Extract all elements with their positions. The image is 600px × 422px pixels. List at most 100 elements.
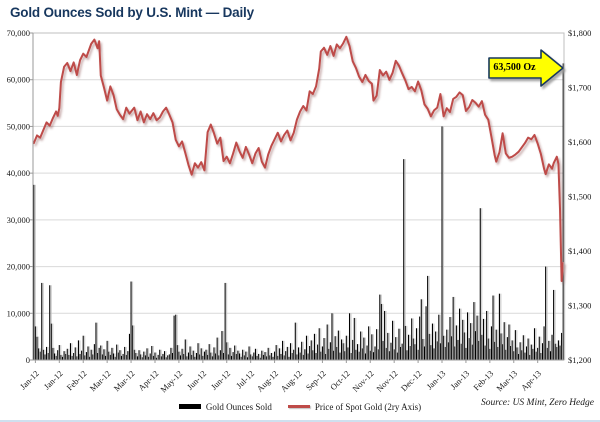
- bar: [328, 348, 330, 360]
- bar: [289, 343, 292, 360]
- bar: [345, 335, 347, 360]
- bar: [396, 352, 398, 360]
- bar: [297, 347, 300, 360]
- x-axis-tick-label: May-12: [158, 368, 184, 394]
- bar: [36, 336, 38, 360]
- bar: [178, 351, 180, 360]
- bar: [73, 352, 75, 360]
- bar: [76, 356, 78, 360]
- bar: [553, 289, 555, 360]
- bar: [466, 312, 469, 360]
- x-axis-tick-label: Feb-12: [65, 368, 89, 392]
- bar: [189, 346, 191, 360]
- bar: [403, 159, 405, 360]
- bar: [479, 208, 481, 360]
- bar: [372, 352, 374, 360]
- legend-item-bars: Gold Ounces Sold: [178, 402, 272, 412]
- annotation-arrow: [488, 49, 564, 87]
- chart-legend: Gold Ounces Sold Price of Spot Gold (2ry…: [0, 399, 600, 414]
- bar: [415, 328, 418, 360]
- bar: [482, 318, 485, 360]
- bar: [446, 329, 448, 360]
- bar: [269, 355, 271, 360]
- bar: [148, 356, 150, 360]
- bar: [545, 266, 547, 360]
- bar: [211, 356, 213, 360]
- gridlines: [33, 32, 564, 361]
- bar: [114, 356, 116, 360]
- bar: [79, 353, 81, 360]
- bar: [366, 345, 368, 360]
- x-axis-tick-label: Jan-13: [424, 368, 447, 391]
- bar: [554, 343, 556, 360]
- bar: [63, 351, 65, 360]
- bar: [384, 310, 386, 360]
- bar: [527, 338, 529, 360]
- bar: [374, 346, 376, 360]
- bar: [267, 347, 269, 360]
- bar: [181, 348, 183, 360]
- y-axis-tick-label: 0: [26, 355, 30, 365]
- y-axis-tick-label: 20,000: [7, 262, 30, 272]
- y2-axis-tick-label: $1,600: [568, 137, 591, 147]
- annotation-callout-label: 63,500 Oz: [493, 62, 536, 73]
- bar: [471, 344, 473, 360]
- bar: [90, 349, 92, 360]
- bar: [127, 351, 129, 360]
- bar: [288, 356, 290, 360]
- bar: [216, 337, 218, 360]
- bar: [171, 352, 174, 360]
- bar: [406, 350, 408, 360]
- bar: [336, 346, 338, 360]
- bar: [254, 348, 256, 360]
- bar: [407, 334, 410, 360]
- bar: [551, 334, 553, 360]
- bar: [436, 341, 438, 360]
- bar: [103, 349, 105, 360]
- bar: [274, 351, 276, 360]
- bar: [116, 344, 118, 360]
- bar: [301, 341, 303, 360]
- bar: [299, 352, 301, 360]
- bar: [333, 350, 335, 360]
- bar: [500, 333, 502, 360]
- bar: [98, 347, 100, 360]
- bar: [87, 346, 89, 360]
- bar: [232, 352, 234, 360]
- bar: [65, 353, 67, 360]
- bar: [347, 347, 349, 360]
- bar: [156, 357, 158, 360]
- bar: [541, 343, 544, 360]
- bar: [146, 348, 148, 360]
- bar: [136, 356, 138, 360]
- bar: [243, 355, 245, 360]
- bar: [309, 345, 311, 360]
- bar: [229, 347, 231, 360]
- bar: [516, 347, 518, 360]
- bar: [323, 338, 325, 360]
- bar: [404, 325, 406, 360]
- bar: [425, 306, 427, 360]
- bar: [463, 332, 465, 360]
- bar: [125, 354, 127, 360]
- bar: [227, 354, 229, 360]
- bar: [175, 314, 177, 360]
- bar: [34, 326, 36, 360]
- bar: [401, 343, 403, 360]
- y-axis-tick-label: 70,000: [7, 28, 30, 38]
- bar: [100, 345, 102, 360]
- bar: [302, 354, 304, 360]
- bar: [476, 315, 478, 360]
- bar: [120, 355, 123, 360]
- bar: [258, 353, 260, 360]
- x-axis-tick-label: Jan-12: [18, 368, 41, 391]
- bar: [474, 331, 477, 360]
- y2-axis-tick-label: $1,800: [568, 28, 591, 38]
- bar: [195, 352, 197, 360]
- bar: [371, 334, 373, 360]
- bar: [352, 339, 354, 360]
- bar: [221, 331, 223, 360]
- bar: [47, 352, 49, 360]
- bar: [518, 353, 520, 360]
- bar: [457, 339, 459, 360]
